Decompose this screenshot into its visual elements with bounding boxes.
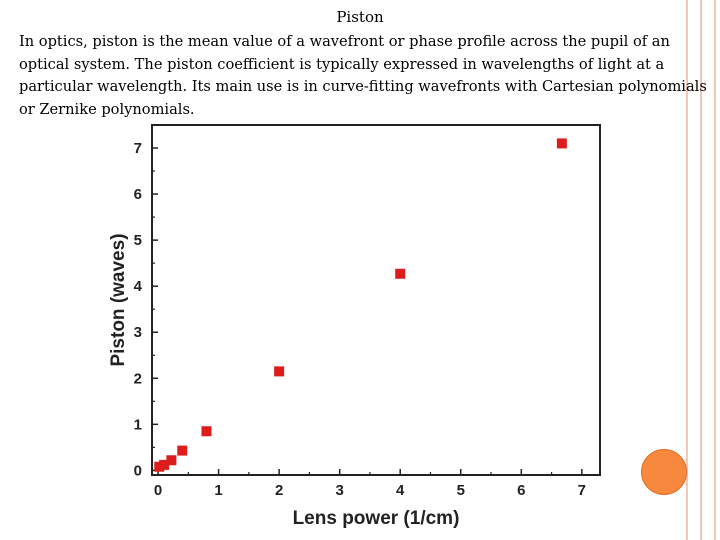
y-tick-label: 0 — [134, 462, 142, 479]
data-point — [201, 426, 212, 437]
y-axis-label: Piston (waves) — [108, 233, 129, 366]
data-markers — [154, 138, 567, 472]
x-axis-label: Lens power (1/cm) — [293, 508, 460, 529]
slide-border-line — [700, 0, 702, 540]
y-tick-label: 3 — [134, 324, 142, 341]
y-tick-label: 6 — [134, 186, 142, 203]
data-point — [274, 366, 285, 377]
data-point — [159, 459, 170, 470]
axis-ticks: 0 1 2 3 4 5 6 7 0 1 2 3 4 5 6 7 — [134, 140, 586, 499]
data-point — [556, 138, 567, 149]
data-point — [395, 268, 406, 279]
slide-body-text: In optics, piston is the mean value of a… — [19, 33, 707, 118]
data-point — [177, 445, 188, 456]
plot-frame — [151, 124, 601, 476]
y-tick-label: 1 — [134, 416, 142, 433]
y-tick-label: 2 — [134, 370, 142, 387]
x-tick-label: 6 — [517, 482, 525, 499]
x-tick-label: 5 — [457, 482, 465, 499]
x-tick-label: 0 — [154, 482, 162, 499]
x-tick-label: 7 — [578, 482, 586, 499]
slide-border-line — [686, 0, 688, 540]
x-tick-label: 3 — [336, 482, 344, 499]
y-tick-label: 7 — [134, 140, 142, 157]
y-tick-label: 5 — [134, 232, 142, 249]
slide-title: Piston — [336, 8, 384, 26]
x-tick-label: 4 — [396, 482, 405, 499]
x-tick-label: 2 — [275, 482, 283, 499]
x-tick-label: 1 — [214, 482, 222, 499]
y-tick-label: 4 — [134, 278, 143, 295]
data-point — [166, 455, 177, 466]
slide-border-line — [714, 0, 716, 540]
decorative-circle — [641, 449, 687, 495]
